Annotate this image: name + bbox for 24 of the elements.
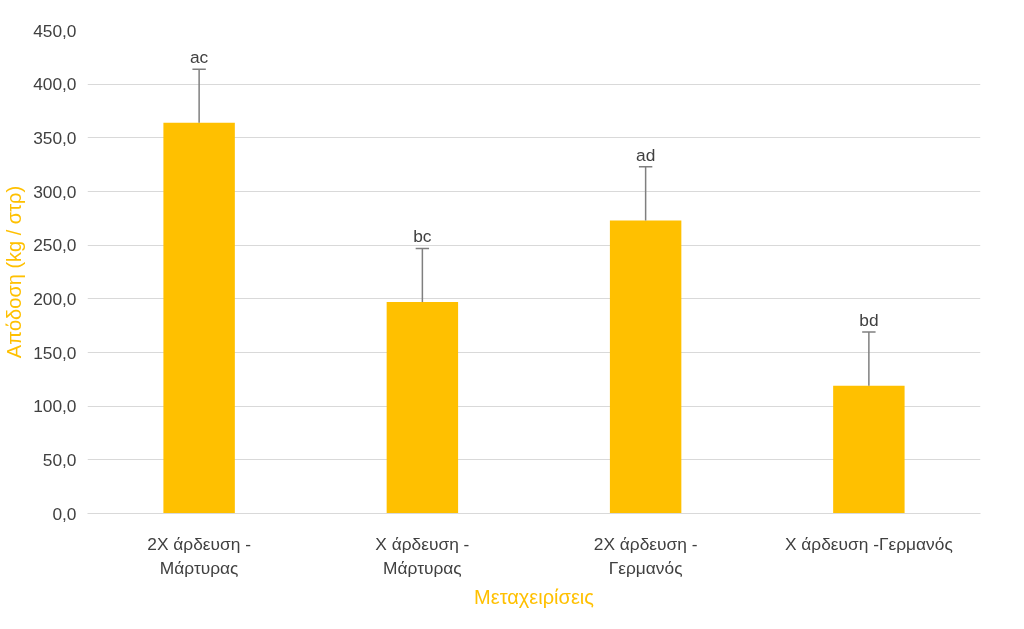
x-tick-label: 2X άρδευση - Μάρτυρας: [147, 533, 251, 578]
y-tick-label: 100,0: [33, 396, 77, 417]
y-tick-label: 300,0: [33, 181, 77, 202]
y-tick-label: 400,0: [33, 74, 77, 95]
annotation: bd: [859, 310, 879, 331]
y-axis-title: Απόδοση (kg / στρ): [3, 185, 26, 359]
y-tick-label: 200,0: [33, 288, 77, 309]
x-axis-title: Μεταχειρίσεις: [474, 585, 595, 608]
annotation: ad: [635, 144, 656, 165]
x-tick-label: 2X άρδευση - Γερμανός: [593, 533, 698, 578]
y-tick-label: 0,0: [52, 503, 77, 524]
bar: [386, 302, 459, 514]
annotation: ac: [189, 47, 209, 68]
x-tick-label: Χ άρδευση - Μάρτυρας: [375, 533, 470, 578]
y-tick-label: 450,0: [33, 20, 77, 41]
y-tick-label: 50,0: [42, 449, 77, 470]
bar: [609, 220, 682, 514]
y-tick-label: 250,0: [33, 235, 77, 256]
bar: [833, 385, 905, 514]
bar: [163, 122, 235, 514]
x-tick-label: Χ άρδευση -Γερμανός: [784, 533, 953, 554]
y-tick-label: 150,0: [33, 342, 77, 363]
annotation: bc: [413, 226, 432, 247]
y-tick-label: 350,0: [33, 127, 77, 148]
